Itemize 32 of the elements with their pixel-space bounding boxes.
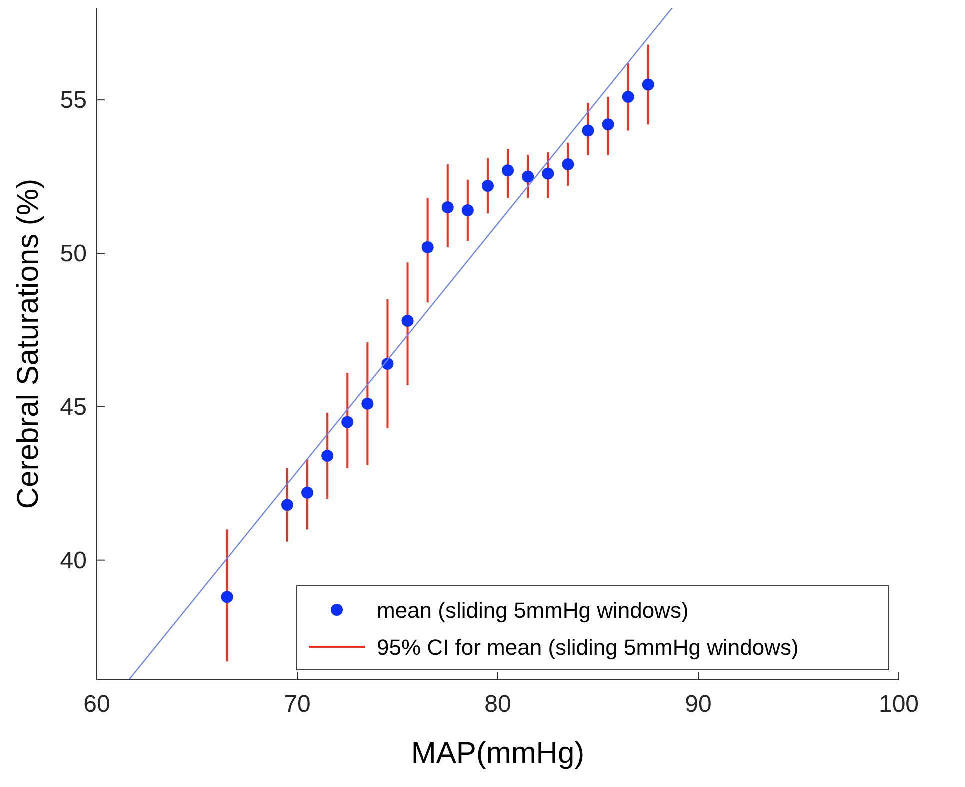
x-tick-label: 80 <box>484 691 512 718</box>
point <box>422 241 434 254</box>
point <box>622 91 634 103</box>
point <box>502 164 514 177</box>
y-tick-label: 55 <box>60 87 87 114</box>
x-tick-label: 90 <box>685 691 712 718</box>
y-tick-label: 45 <box>60 394 87 421</box>
point <box>221 591 234 604</box>
annotation: 95% CI for mean (sliding 5mmHg windows) <box>377 635 799 660</box>
point <box>462 204 474 217</box>
point <box>442 201 454 214</box>
x-tick-label: 100 <box>878 691 920 718</box>
point <box>362 398 374 410</box>
y-axis-title: Cerebral Saturations (%) <box>12 178 45 510</box>
x-axis-title: MAP(mmHg) <box>411 737 585 770</box>
y-tick-label: 40 <box>60 547 87 574</box>
point <box>582 124 594 137</box>
point <box>642 78 654 91</box>
point <box>522 170 534 183</box>
y-tick-label: 50 <box>60 240 87 268</box>
point <box>562 158 574 170</box>
point <box>482 180 494 192</box>
x-tick-label: 60 <box>84 691 110 718</box>
point <box>322 450 334 462</box>
point <box>542 168 554 180</box>
point <box>402 315 414 327</box>
point <box>281 499 294 512</box>
point <box>342 416 354 428</box>
legend-label: mean (sliding 5mmHg windows) <box>377 598 689 623</box>
point <box>602 118 614 131</box>
x-tick-label: 70 <box>284 691 311 718</box>
point <box>302 486 314 499</box>
